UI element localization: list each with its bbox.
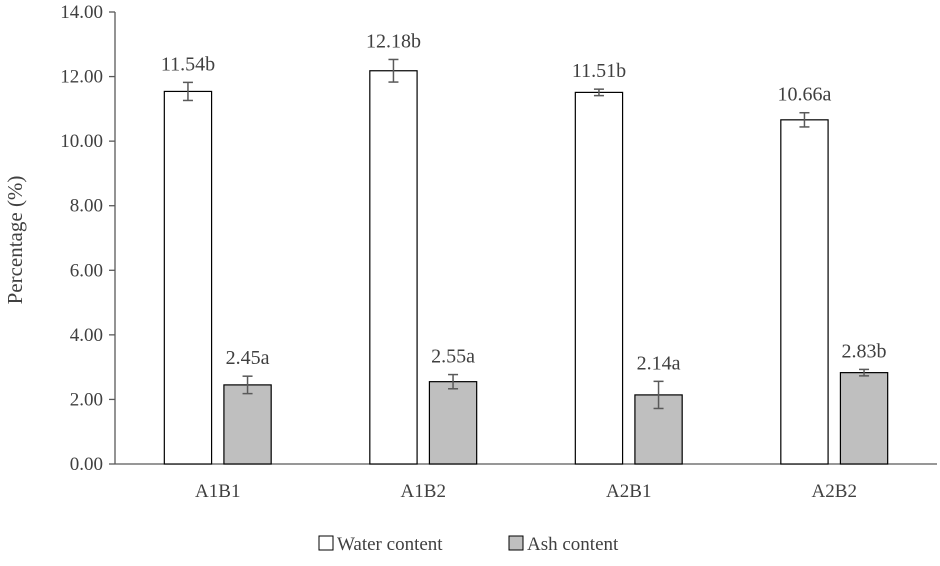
x-tick-label: A1B2 xyxy=(401,481,446,502)
data-label: 11.51b xyxy=(572,60,626,82)
y-tick-label: 14.00 xyxy=(60,2,103,23)
y-tick-label: 8.00 xyxy=(70,196,103,217)
y-tick-label: 0.00 xyxy=(70,454,103,475)
bar xyxy=(574,91,624,465)
y-tick-label: 12.00 xyxy=(60,67,103,88)
bar xyxy=(839,372,889,465)
x-tick-label: A2B2 xyxy=(812,481,857,502)
y-tick-label: 6.00 xyxy=(70,260,103,281)
bar xyxy=(369,70,418,465)
x-tick-label: A2B1 xyxy=(606,481,651,502)
data-label: 11.54b xyxy=(161,53,215,75)
y-tick-label: 10.00 xyxy=(60,131,103,152)
error-bars xyxy=(182,58,870,410)
x-tick-label: A1B1 xyxy=(195,481,240,502)
legend-swatch xyxy=(508,535,524,551)
data-label: 10.66a xyxy=(778,84,832,106)
bar xyxy=(163,90,213,465)
bar xyxy=(428,381,478,465)
data-labels: 11.54b 12.18b 11.51b 10.66a 2.45a 2.55a 2.14a 2… xyxy=(161,30,887,374)
data-label: 12.18b xyxy=(366,30,421,52)
data-label: 2.55a xyxy=(431,346,475,368)
legend-label: Water content xyxy=(337,534,443,555)
legend-swatch xyxy=(318,535,334,551)
bar xyxy=(780,119,829,465)
y-tick-label: 2.00 xyxy=(70,389,103,410)
bars xyxy=(163,70,889,465)
y-axis: 0.00 2.00 4.00 6.00 8.00 10.00 12.00 14.00 xyxy=(60,2,116,475)
legend-label: Ash content xyxy=(527,534,619,555)
x-axis: A1B1 A1B2 A2B1 A2B2 xyxy=(115,463,937,502)
y-axis-title: Percentage (%) xyxy=(3,176,27,305)
legend: Water content Ash content xyxy=(318,534,619,555)
data-label: 2.83b xyxy=(842,340,887,362)
bar xyxy=(223,384,272,465)
y-tick-label: 4.00 xyxy=(70,325,103,346)
data-label: 2.45a xyxy=(226,347,270,369)
data-label: 2.14a xyxy=(637,352,681,374)
